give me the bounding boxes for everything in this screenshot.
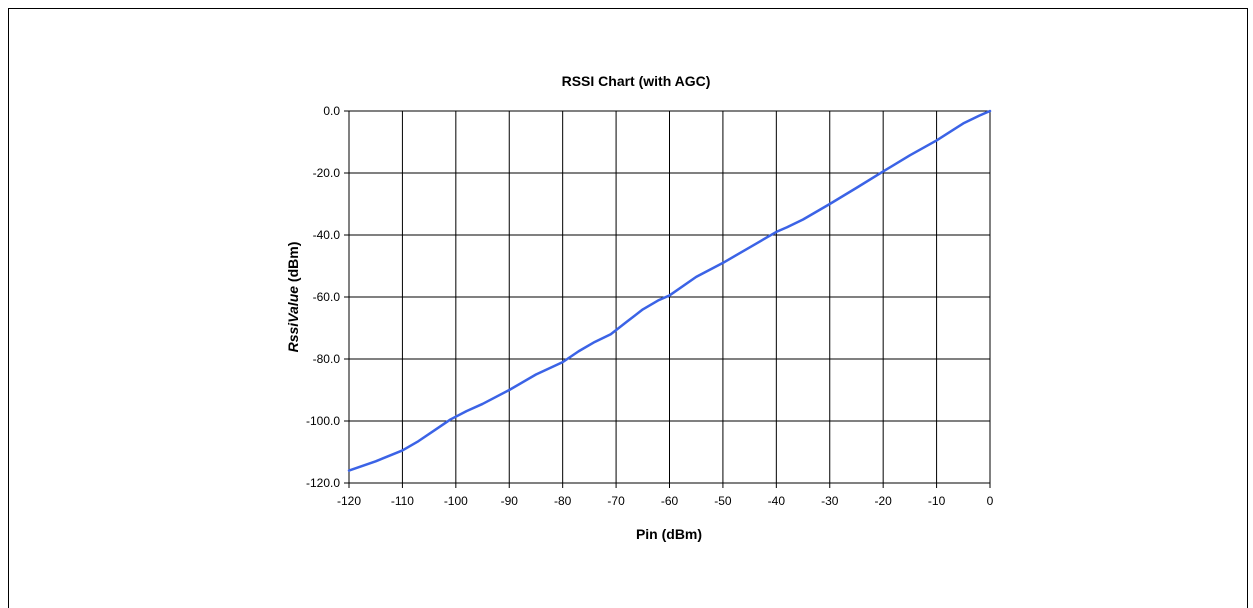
y-tick-label: -120.0 bbox=[306, 476, 340, 490]
y-tick-label: 0.0 bbox=[323, 104, 340, 118]
x-tick-label: 0 bbox=[987, 494, 994, 508]
x-tick-labels: -120 -110 -100 -90 -80 -70 -60 -50 -40 -30 -20 -10 0 bbox=[337, 494, 994, 508]
x-tick-label: -60 bbox=[661, 494, 679, 508]
x-tick-label: -50 bbox=[714, 494, 732, 508]
x-tick-label: -120 bbox=[337, 494, 361, 508]
y-axis-label: RssiValue (dBm) bbox=[285, 242, 301, 353]
plot-area bbox=[348, 110, 991, 484]
x-axis-label: Pin (dBm) bbox=[636, 526, 702, 542]
chart-frame bbox=[8, 8, 1248, 608]
x-tick-label: -20 bbox=[874, 494, 892, 508]
y-axis-label-italic: RssiValue bbox=[285, 286, 301, 353]
x-tick-label: -110 bbox=[391, 494, 414, 508]
y-axis-label-unit: (dBm) bbox=[285, 242, 301, 286]
series-line bbox=[347, 109, 992, 472]
y-tick-label: -100.0 bbox=[306, 414, 340, 428]
x-tick-label: -40 bbox=[768, 494, 786, 508]
x-tick-label: -30 bbox=[821, 494, 839, 508]
y-tick-label: -20.0 bbox=[313, 166, 341, 180]
x-tick-label: -100 bbox=[444, 494, 468, 508]
x-tick-label: -80 bbox=[554, 494, 572, 508]
y-tick-label: -60.0 bbox=[313, 290, 341, 304]
y-tick-label: -80.0 bbox=[313, 352, 341, 366]
chart-title: RSSI Chart (with AGC) bbox=[562, 73, 711, 89]
x-tick-label: -70 bbox=[607, 494, 625, 508]
grid bbox=[344, 110, 991, 488]
x-tick-label: -90 bbox=[501, 494, 519, 508]
x-tick-label: -10 bbox=[928, 494, 946, 508]
y-tick-label: -40.0 bbox=[313, 228, 341, 242]
y-tick-labels: 0.0 -20.0 -40.0 -60.0 -80.0 -100.0 -120.0 bbox=[306, 104, 340, 490]
